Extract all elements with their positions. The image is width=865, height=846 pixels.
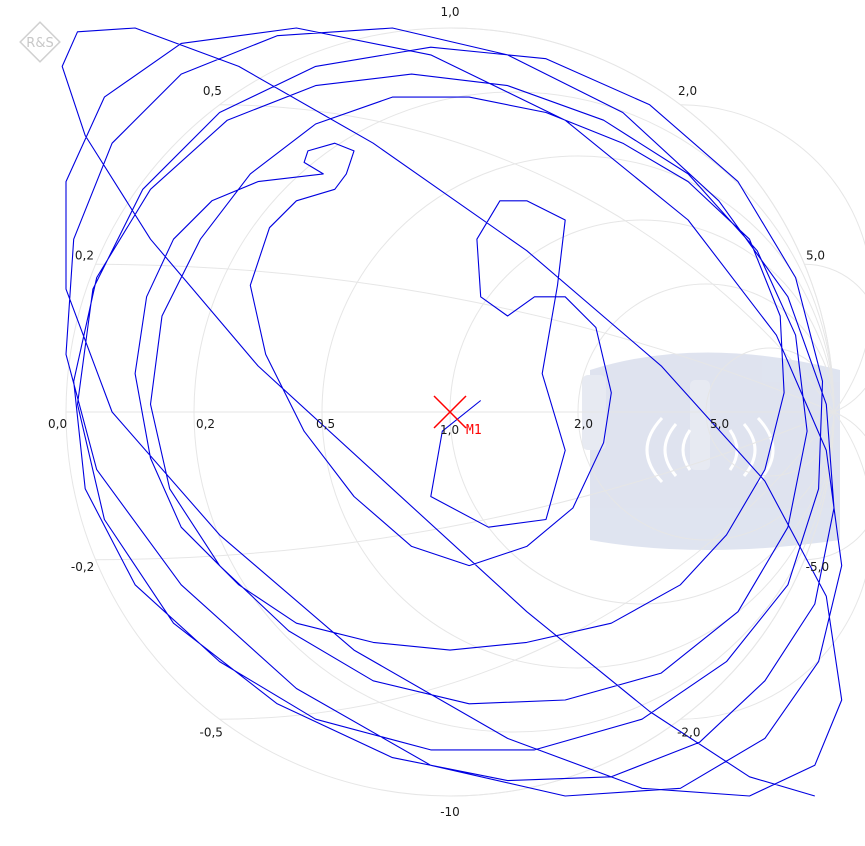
rs-logo-icon <box>19 21 61 63</box>
reactance-arc <box>449 411 835 797</box>
real-axis-tick-label: 2,0 <box>574 417 593 431</box>
trace-layer <box>61 27 843 797</box>
real-axis-tick-label: 0,5 <box>316 417 335 431</box>
watermark: R&S <box>19 21 840 550</box>
reactance-arc <box>680 104 865 413</box>
marker-m1-label: M1 <box>466 423 482 438</box>
trace-line <box>61 27 843 797</box>
reactance-arc <box>95 263 835 413</box>
reactance-arc <box>219 411 835 720</box>
reactance-tick-label: 1,0 <box>440 5 459 19</box>
reactance-tick-label: 0,2 <box>75 249 94 263</box>
rs-logo-text: R&S <box>26 36 53 51</box>
reactance-tick-label: -2,0 <box>677 725 700 739</box>
reactance-arc <box>449 27 835 413</box>
reactance-arc <box>219 104 835 413</box>
real-axis-tick-label: 5,0 <box>710 417 729 431</box>
marker-m1-icon <box>433 395 467 429</box>
reactance-tick-label: 5,0 <box>806 249 825 263</box>
reactance-tick-label: -5,0 <box>806 560 829 574</box>
reactance-arc <box>95 411 835 561</box>
marker-layer: M1 <box>433 395 482 438</box>
reactance-tick-label: -10 <box>440 805 460 819</box>
reactance-arc <box>680 411 865 720</box>
reactance-tick-label: -0,2 <box>71 560 94 574</box>
reactance-tick-label: -0,5 <box>199 725 222 739</box>
real-axis-tick-label: 1,0 <box>440 423 459 437</box>
reactance-arc <box>804 411 865 561</box>
reactance-tick-label: 2,0 <box>678 84 697 98</box>
real-axis-tick-label: 0,2 <box>196 417 215 431</box>
tick-labels: 0,0 0,2 0,5 1,0 2,0 5,0 0,2 0,5 1,0 2,0 5,0 -0,2 -0,… <box>48 5 829 819</box>
real-axis-tick-label: 0,0 <box>48 417 67 431</box>
reactance-tick-label: 0,5 <box>203 84 222 98</box>
reactance-arc <box>804 263 865 413</box>
